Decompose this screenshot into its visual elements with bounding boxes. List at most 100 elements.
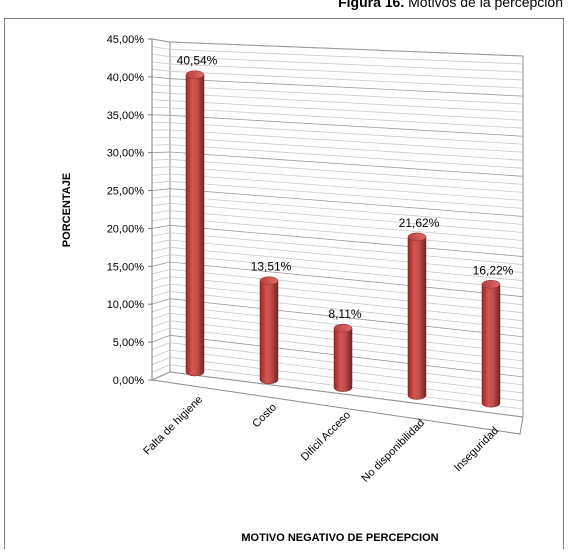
gridline-back — [169, 173, 524, 201]
x-tick-label: Dificil Acceso — [299, 409, 353, 463]
gridline-side — [151, 210, 171, 214]
data-label: 16,22% — [473, 263, 514, 277]
gridline-side — [151, 195, 171, 199]
data-label: 40,54% — [177, 54, 218, 68]
gridline-side — [151, 38, 171, 43]
data-label: 21,62% — [399, 216, 440, 230]
bar — [333, 327, 353, 392]
gridline-back — [169, 217, 524, 249]
gridline-back — [169, 100, 524, 121]
x-tick-label: Costo — [250, 401, 279, 430]
gridline-side — [151, 283, 171, 290]
bar-cap — [185, 70, 205, 79]
y-tick-label: 25,00% — [107, 186, 145, 198]
gridline-side — [151, 254, 171, 260]
gridline-side — [151, 202, 171, 207]
data-label: 8,11% — [328, 307, 361, 321]
gridline-side — [151, 188, 171, 191]
y-tick-label: 45,00% — [107, 34, 145, 46]
gridline-side — [151, 246, 171, 252]
gridline-back — [169, 232, 524, 265]
gridline-side — [151, 298, 171, 305]
chart-grid — [150, 38, 524, 435]
y-tick-label: 20,00% — [107, 223, 145, 235]
bar-cap — [333, 323, 353, 333]
gridline-side — [151, 320, 171, 328]
gridline-side — [151, 158, 171, 161]
gridline-side — [151, 166, 171, 169]
gridline-back — [169, 63, 524, 81]
gridline-back — [169, 298, 524, 338]
chart-bars — [185, 70, 501, 408]
gridline-back — [169, 283, 524, 322]
gridline-side — [151, 99, 171, 102]
figure-caption: Figura 16. Motivos de la percepción — [0, 0, 563, 10]
gridline-back — [169, 371, 524, 418]
gridline-side — [151, 371, 171, 381]
gridline-side — [151, 364, 171, 373]
y-tick-label: 15,00% — [107, 261, 145, 273]
x-tick-label: Falta de higiene — [141, 394, 205, 458]
gridline-back — [169, 188, 524, 217]
gridline-back — [169, 129, 524, 153]
gridline-back — [169, 56, 524, 73]
gridline-back — [169, 246, 524, 282]
gridline-back — [169, 261, 524, 298]
gridline-side — [151, 342, 171, 351]
gridline-side — [151, 114, 171, 116]
gridline-back — [169, 92, 524, 113]
gridline-side — [151, 68, 171, 72]
gridline-side — [151, 76, 171, 80]
gridline-back — [169, 276, 524, 314]
gridline-side — [151, 46, 171, 50]
data-label: 13,51% — [251, 260, 292, 274]
gridline-back — [169, 268, 524, 306]
x-tick-label: Inseguridad — [452, 425, 501, 474]
chart-axes — [148, 38, 153, 381]
gridline-side — [151, 53, 171, 58]
y-tick-label: 30,00% — [107, 148, 145, 160]
bar — [407, 236, 427, 400]
gridline-side — [151, 349, 171, 358]
gridline-back — [169, 85, 524, 105]
gridline-side — [151, 261, 171, 267]
gridline-back — [169, 107, 524, 129]
gridline-side — [151, 305, 171, 313]
y-tick-label: 35,00% — [107, 110, 145, 122]
gridline-back — [169, 48, 524, 65]
gridline-back — [169, 114, 524, 137]
gridline-side — [151, 217, 171, 222]
bar — [185, 74, 205, 377]
gridline-back — [169, 180, 524, 209]
gridline-side — [151, 356, 171, 366]
bar-cap — [407, 232, 427, 242]
bar-cap — [259, 276, 279, 285]
gridline-side — [151, 268, 171, 275]
gridline-back — [169, 254, 524, 290]
y-tick-label: 10,00% — [107, 299, 145, 311]
gridline-back — [169, 70, 524, 89]
gridline-side — [151, 290, 171, 298]
figure-caption-number: Figura 16. — [338, 0, 405, 10]
y-axis-title: PORCENTAJE — [61, 173, 73, 247]
y-tick-label: 0,00% — [113, 375, 144, 387]
gridline-side — [151, 180, 171, 184]
gridline-side — [151, 232, 171, 237]
gridline-side — [151, 151, 171, 154]
gridline-back — [169, 78, 524, 97]
gridline-back — [169, 158, 524, 185]
y-tick-label: 5,00% — [113, 337, 144, 349]
gridline-side — [151, 312, 171, 320]
gridline-side — [151, 327, 171, 335]
gridline-back — [169, 136, 524, 161]
gridline-back — [169, 290, 524, 330]
gridline-side — [151, 239, 171, 244]
bar — [481, 284, 501, 408]
gridline-back — [169, 144, 524, 169]
y-tick-label: 40,00% — [107, 72, 145, 84]
gridline-side — [151, 91, 171, 94]
x-axis-title: MOTIVO NEGATIVO DE PERCEPCION — [241, 532, 438, 544]
gridline-back — [169, 239, 524, 273]
gridline-side — [151, 334, 171, 343]
